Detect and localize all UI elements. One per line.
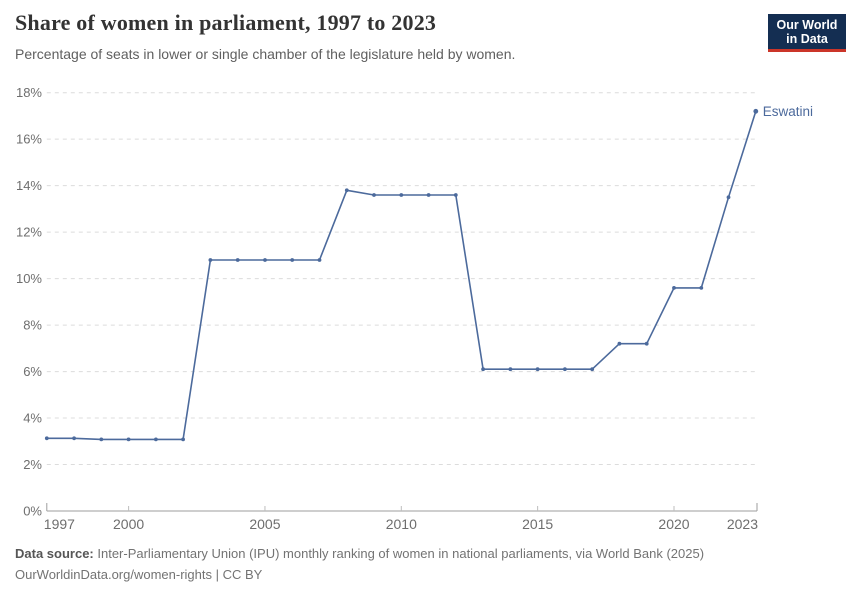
y-axis-label: 0% bbox=[23, 504, 42, 519]
data-point bbox=[590, 367, 595, 372]
logo-line1: Our World bbox=[776, 17, 838, 32]
data-point bbox=[399, 193, 404, 197]
y-axis-label: 2% bbox=[23, 457, 42, 472]
data-point bbox=[699, 286, 704, 290]
x-axis-label: 2020 bbox=[658, 516, 689, 532]
data-source-line: Data source: Inter-Parliamentary Union (… bbox=[15, 543, 835, 564]
y-axis-label: 12% bbox=[16, 225, 42, 240]
data-point bbox=[181, 437, 186, 442]
data-point bbox=[344, 188, 349, 193]
y-axis-label: 14% bbox=[16, 178, 42, 193]
x-axis-label: 2023 bbox=[727, 516, 758, 532]
chart-subtitle: Percentage of seats in lower or single c… bbox=[15, 46, 516, 62]
y-axis-label: 10% bbox=[16, 271, 42, 286]
logo-line2: in Data bbox=[786, 31, 828, 46]
y-axis-label: 16% bbox=[16, 132, 42, 147]
data-point bbox=[563, 367, 567, 372]
data-point bbox=[263, 258, 267, 262]
data-point bbox=[535, 367, 540, 372]
data-point bbox=[726, 195, 731, 200]
data-source-label: Data source: bbox=[15, 546, 94, 561]
trend-line bbox=[46, 111, 757, 441]
y-axis-label: 18% bbox=[16, 85, 42, 100]
data-point bbox=[290, 258, 295, 262]
data-point bbox=[481, 367, 485, 372]
data-point bbox=[72, 436, 76, 441]
license-line: OurWorldinData.org/women-rights | CC BY bbox=[15, 567, 263, 582]
x-axis-label: 2010 bbox=[386, 516, 417, 532]
data-point bbox=[317, 258, 322, 262]
data-point bbox=[617, 341, 622, 346]
data-point bbox=[44, 436, 49, 441]
data-point bbox=[644, 341, 649, 346]
series-end-label: Eswatini bbox=[763, 104, 813, 119]
y-axis-label: 6% bbox=[23, 364, 42, 379]
x-axis-label: 2015 bbox=[522, 516, 553, 532]
data-point bbox=[426, 193, 431, 197]
data-source-text: Inter-Parliamentary Union (IPU) monthly … bbox=[93, 546, 705, 561]
data-point bbox=[453, 193, 458, 197]
data-point bbox=[372, 193, 376, 197]
data-point bbox=[208, 258, 213, 262]
data-point bbox=[99, 437, 104, 442]
data-point bbox=[508, 367, 513, 372]
page-title: Share of women in parliament, 1997 to 20… bbox=[15, 10, 437, 35]
x-axis-label: 2005 bbox=[249, 516, 280, 532]
y-axis-label: 4% bbox=[23, 411, 42, 426]
owid-logo: Our World in Data bbox=[768, 14, 846, 52]
data-point bbox=[126, 437, 131, 442]
data-point bbox=[235, 258, 240, 262]
data-point bbox=[753, 108, 759, 114]
x-axis-label: 1997 bbox=[44, 516, 75, 532]
chart-footer: Data source: Inter-Parliamentary Union (… bbox=[15, 543, 835, 585]
data-point bbox=[154, 437, 158, 442]
y-axis-label: 8% bbox=[23, 318, 42, 333]
x-axis-label: 2000 bbox=[113, 516, 144, 532]
data-point bbox=[672, 286, 676, 290]
